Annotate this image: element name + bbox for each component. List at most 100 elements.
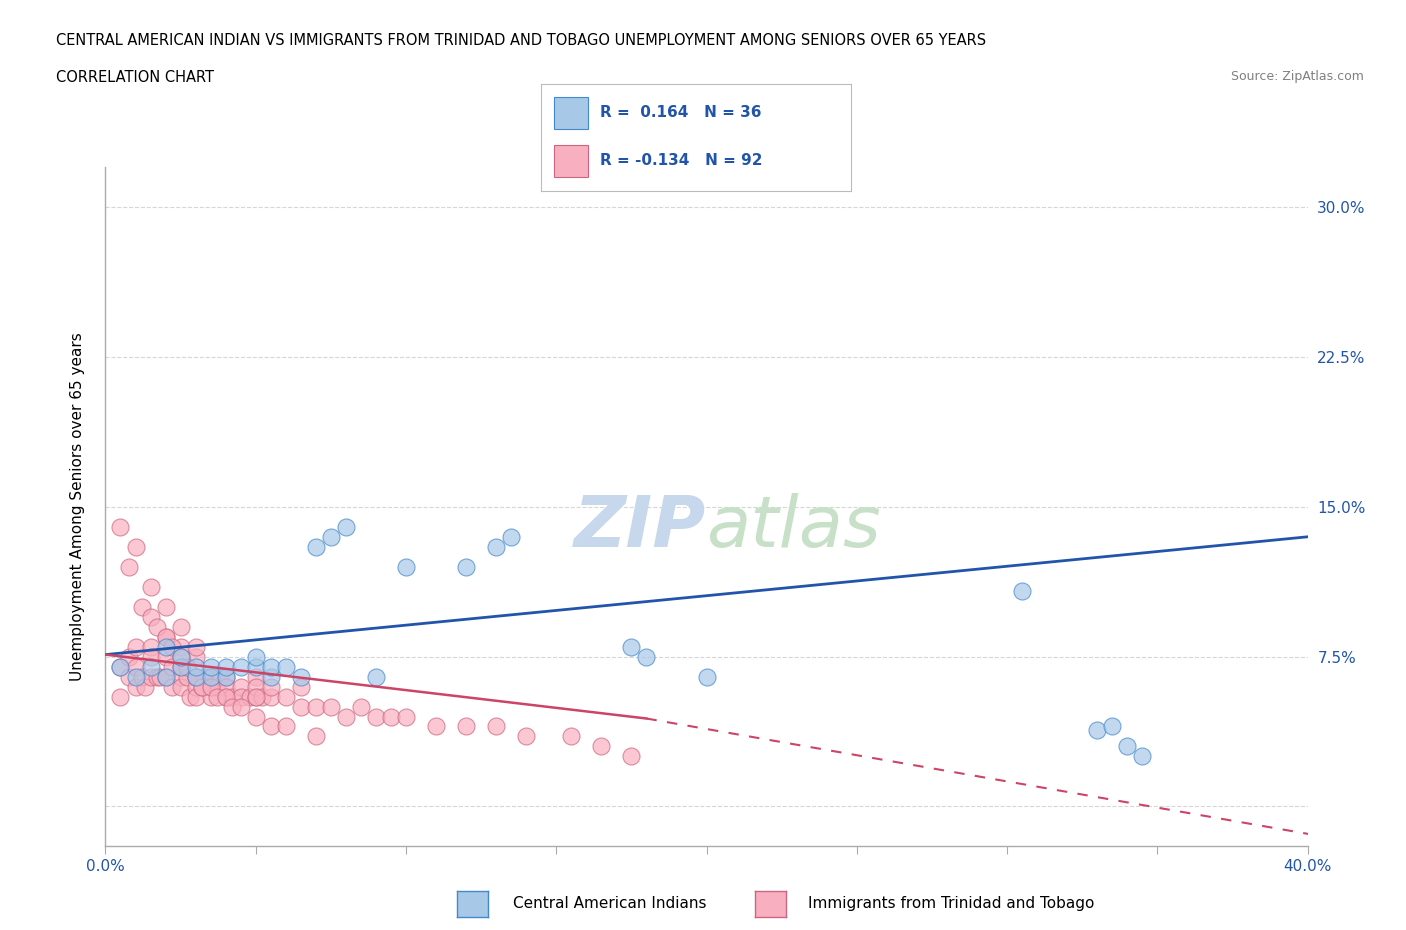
Point: [274, 689, 297, 704]
Point: [319, 529, 342, 544]
Point: [134, 679, 156, 694]
Point: [274, 659, 297, 674]
Point: [250, 689, 273, 704]
Point: [305, 729, 328, 744]
Point: [160, 679, 183, 694]
Bar: [554, 145, 588, 177]
Point: [260, 659, 283, 674]
Text: CENTRAL AMERICAN INDIAN VS IMMIGRANTS FROM TRINIDAD AND TOBAGO UNEMPLOYMENT AMON: CENTRAL AMERICAN INDIAN VS IMMIGRANTS FR…: [56, 33, 987, 47]
Point: [214, 689, 236, 704]
Point: [274, 719, 297, 734]
Point: [184, 659, 207, 674]
Point: [176, 670, 198, 684]
Point: [260, 689, 283, 704]
Bar: [554, 97, 588, 128]
Point: [1085, 723, 1108, 737]
Point: [124, 670, 146, 684]
Point: [245, 679, 267, 694]
Point: [214, 670, 236, 684]
Point: [245, 689, 267, 704]
Point: [245, 649, 267, 664]
Point: [124, 639, 146, 654]
Point: [160, 639, 183, 654]
Point: [260, 670, 283, 684]
Point: [184, 670, 207, 684]
Point: [364, 670, 387, 684]
Point: [139, 670, 162, 684]
Point: [184, 649, 207, 664]
Point: [350, 699, 373, 714]
Point: [176, 659, 198, 674]
Text: CORRELATION CHART: CORRELATION CHART: [56, 70, 214, 85]
Point: [169, 649, 191, 664]
Point: [200, 670, 222, 684]
Point: [305, 539, 328, 554]
Text: atlas: atlas: [707, 493, 882, 562]
Point: [260, 679, 283, 694]
Point: [591, 739, 613, 754]
Point: [395, 709, 418, 724]
Point: [319, 699, 342, 714]
Point: [184, 639, 207, 654]
Point: [221, 699, 243, 714]
Point: [501, 529, 523, 544]
Point: [214, 689, 236, 704]
Point: [184, 679, 207, 694]
Point: [145, 670, 167, 684]
Point: [118, 559, 141, 574]
Point: [200, 679, 222, 694]
Point: [155, 599, 177, 614]
Point: [229, 659, 252, 674]
Point: [200, 689, 222, 704]
Point: [214, 679, 236, 694]
Point: [155, 630, 177, 644]
Point: [110, 659, 132, 674]
Point: [454, 559, 477, 574]
Point: [260, 719, 283, 734]
Point: [169, 679, 191, 694]
Point: [214, 670, 236, 684]
Point: [131, 599, 153, 614]
Point: [118, 649, 141, 664]
Point: [139, 579, 162, 594]
Point: [139, 639, 162, 654]
Point: [155, 630, 177, 644]
Text: Immigrants from Trinidad and Tobago: Immigrants from Trinidad and Tobago: [808, 897, 1095, 911]
Point: [364, 709, 387, 724]
Point: [560, 729, 582, 744]
Point: [305, 699, 328, 714]
Point: [200, 659, 222, 674]
Point: [1011, 583, 1033, 598]
Y-axis label: Unemployment Among Seniors over 65 years: Unemployment Among Seniors over 65 years: [70, 333, 84, 682]
Point: [208, 670, 231, 684]
Point: [1116, 739, 1139, 754]
Point: [169, 659, 191, 674]
Point: [229, 689, 252, 704]
Point: [290, 699, 312, 714]
Point: [169, 659, 191, 674]
Point: [160, 659, 183, 674]
Point: [229, 699, 252, 714]
Point: [245, 709, 267, 724]
Point: [155, 639, 177, 654]
Point: [335, 519, 357, 534]
Point: [110, 689, 132, 704]
Point: [118, 670, 141, 684]
Point: [155, 649, 177, 664]
Point: [380, 709, 402, 724]
Text: Central American Indians: Central American Indians: [513, 897, 707, 911]
Point: [239, 689, 262, 704]
Point: [425, 719, 447, 734]
Point: [184, 670, 207, 684]
Point: [290, 670, 312, 684]
Point: [485, 719, 508, 734]
Point: [221, 689, 243, 704]
Point: [245, 689, 267, 704]
Point: [190, 679, 212, 694]
Point: [696, 670, 718, 684]
Point: [1130, 749, 1153, 764]
Point: [205, 679, 228, 694]
Point: [145, 619, 167, 634]
Point: [184, 689, 207, 704]
Text: Source: ZipAtlas.com: Source: ZipAtlas.com: [1230, 70, 1364, 83]
